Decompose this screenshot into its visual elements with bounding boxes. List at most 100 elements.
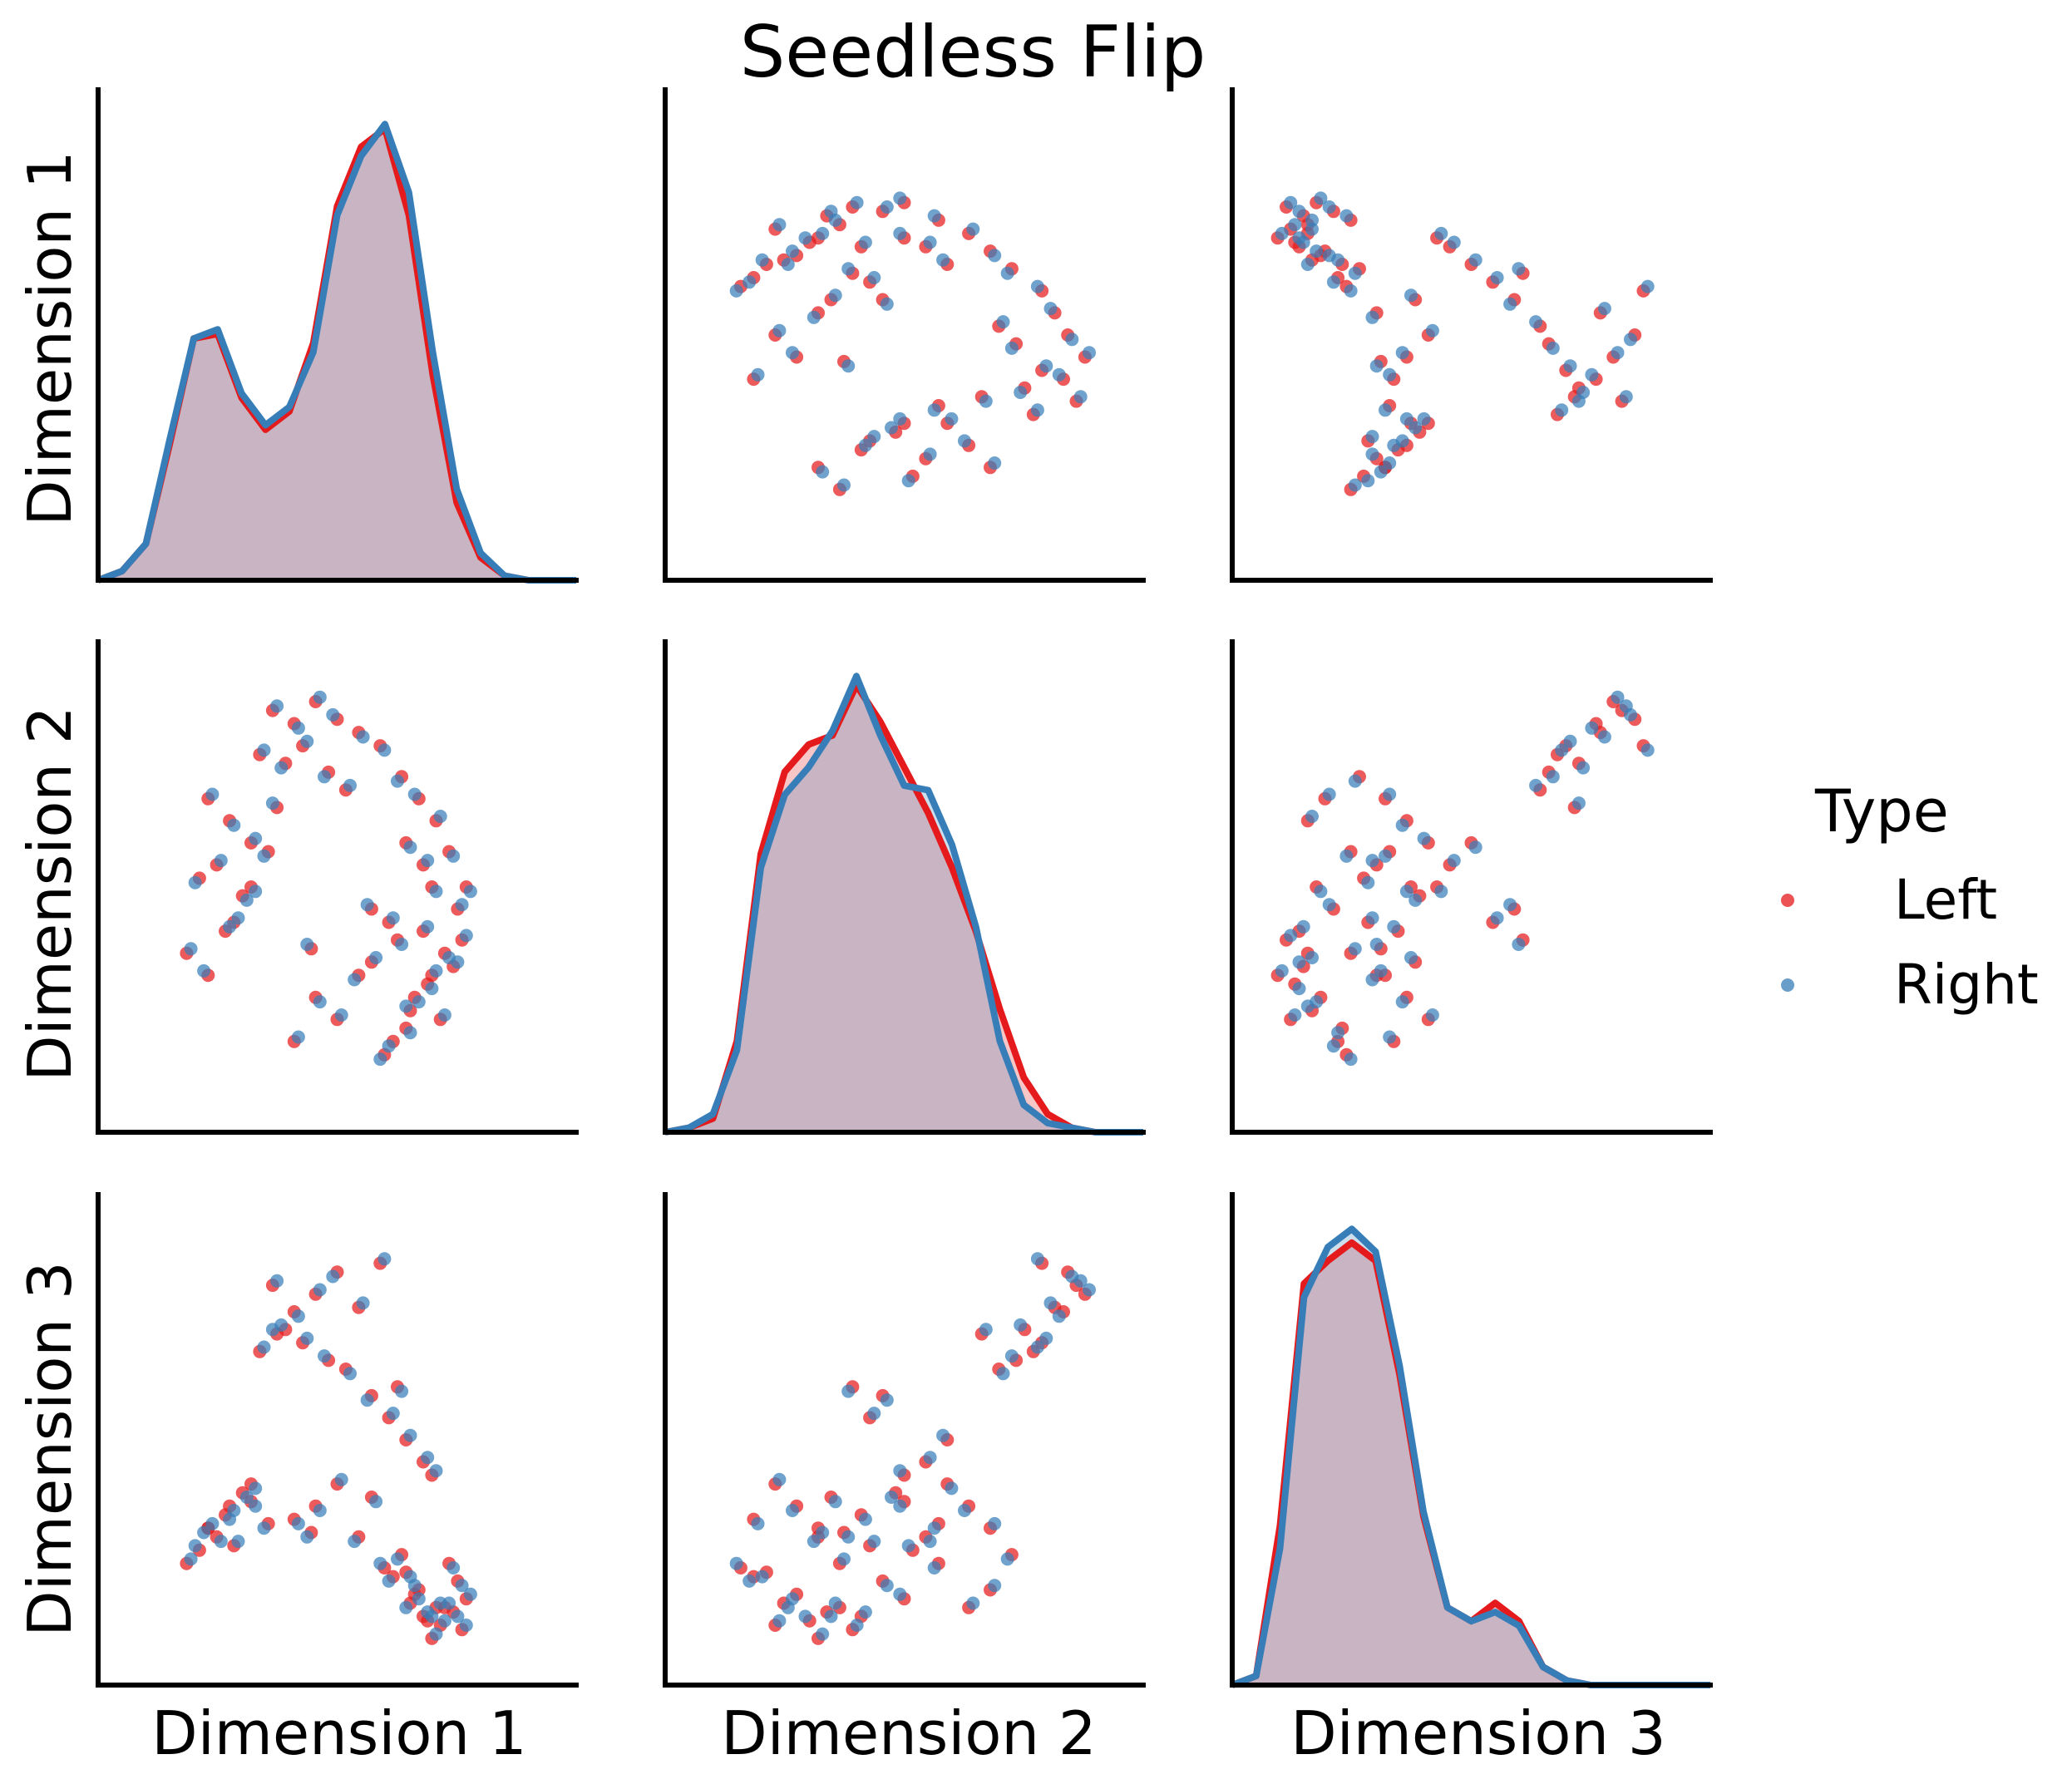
- scatter-point-right: [184, 1552, 198, 1566]
- scatter-point-right: [343, 1367, 357, 1381]
- scatter-point-right: [1004, 1349, 1019, 1363]
- scatter-point-right: [403, 1026, 417, 1040]
- scatter-point-right: [1284, 929, 1298, 943]
- scatter-point-right: [880, 1579, 894, 1593]
- scatter-point-right: [1379, 403, 1392, 417]
- scatter-point-right: [239, 1491, 254, 1504]
- kde-line-right-dimension-1: [96, 121, 576, 584]
- scatter-point-right: [313, 690, 327, 704]
- scatter-point-right: [1408, 421, 1423, 435]
- scatter-point-right: [1314, 191, 1328, 205]
- scatter-point-right: [1387, 919, 1401, 934]
- scatter-point-right: [923, 235, 937, 249]
- scatter-point-right: [927, 1561, 941, 1574]
- scatter-point-right: [1546, 341, 1560, 355]
- scatter-point-right: [1490, 271, 1504, 284]
- scatter-point-right: [1275, 963, 1289, 978]
- scatter-point-right: [1434, 885, 1448, 899]
- scatter-point-right: [1404, 288, 1418, 303]
- scatter-point-right: [1322, 249, 1336, 263]
- scatter-point-right: [816, 1525, 830, 1540]
- scatter-point-right: [1611, 690, 1625, 704]
- scatter-point-right: [755, 1570, 769, 1584]
- scatter-point-right: [326, 1269, 340, 1284]
- scatter-point-right: [1314, 885, 1328, 899]
- scatter-point-right: [429, 885, 443, 899]
- scatter-point-right: [1030, 1340, 1044, 1354]
- panels-group: [96, 87, 1713, 1688]
- scatter-point-right: [1339, 849, 1354, 863]
- scatter-point-right: [377, 743, 392, 757]
- scatter-point-right: [403, 1428, 417, 1442]
- scatter-point-right: [291, 721, 305, 735]
- scatter-point-right: [1305, 222, 1319, 236]
- scatter-point-right: [885, 421, 898, 435]
- scatter-point-right: [1597, 302, 1611, 316]
- scatter-point-right: [231, 911, 245, 925]
- scatter-point-right: [214, 854, 228, 868]
- scatter-point-right: [1305, 810, 1319, 823]
- scatter-point-right: [772, 1614, 787, 1628]
- scatter-point-right: [265, 1323, 279, 1337]
- scatter-point-right: [1083, 1283, 1096, 1297]
- kde-line-right-dimension-2: [664, 673, 1143, 1136]
- scatter-point-right: [1546, 770, 1560, 784]
- scatter-point-right: [1468, 840, 1482, 855]
- scatter-point-right: [923, 1451, 937, 1465]
- scatter-point-right: [927, 403, 941, 417]
- scatter-point-right: [828, 1596, 842, 1610]
- scatter-point-right: [958, 1504, 971, 1517]
- scatter-point-right: [1322, 787, 1336, 801]
- scatter-point-right: [927, 1521, 941, 1535]
- scatter-point-right: [1490, 911, 1504, 925]
- x-axis-label-dimension-2: Dimension 2: [721, 1698, 1096, 1768]
- scatter-point-right: [1326, 1039, 1340, 1053]
- scatter-point-right: [1030, 1252, 1044, 1266]
- scatter-point-right: [901, 474, 915, 488]
- legend-label-left: Left: [1894, 868, 1997, 932]
- scatter-point-right: [205, 1516, 220, 1530]
- scatter-point-right: [227, 818, 241, 832]
- scatter-point-right: [437, 1614, 451, 1628]
- scatter-point-right: [893, 1587, 907, 1601]
- scatter-point-right: [1611, 346, 1625, 360]
- panel-dimension-3-vs-dimension-2: [663, 1192, 1146, 1688]
- scatter-point-right: [1383, 787, 1397, 801]
- scatter-point-right: [867, 1535, 881, 1549]
- scatter-point-right: [936, 253, 950, 267]
- scatter-point-right: [399, 1600, 413, 1614]
- scatter-point-right: [867, 430, 881, 444]
- scatter-point-right: [334, 1008, 348, 1022]
- scatter-point-right: [231, 1535, 245, 1549]
- scatter-point-right: [1379, 849, 1392, 863]
- scatter-point-right: [1300, 258, 1315, 271]
- scatter-point-right: [1284, 195, 1298, 209]
- legend-marker-right: [1781, 978, 1794, 992]
- scatter-point-right: [781, 258, 795, 271]
- scatter-point-right: [188, 875, 202, 890]
- scatter-point-right: [858, 1605, 872, 1619]
- scatter-point-right: [1529, 778, 1543, 792]
- scatter-point-right: [1447, 235, 1461, 249]
- scatter-point-right: [403, 840, 417, 855]
- scatter-point-right: [867, 1407, 881, 1421]
- scatter-point-right: [377, 1252, 392, 1266]
- scatter-point-right: [1004, 341, 1019, 355]
- scatter-point-right: [858, 1512, 872, 1526]
- scatter-point-right: [807, 1535, 821, 1549]
- scatter-point-right: [1640, 743, 1655, 757]
- scatter-point-right: [459, 1619, 473, 1632]
- scatter-point-right: [1361, 875, 1375, 890]
- scatter-point-right: [386, 1407, 400, 1421]
- scatter-point-right: [751, 367, 765, 382]
- legend: Type Left Right: [1781, 777, 2039, 1017]
- scatter-point-right: [249, 1499, 263, 1513]
- scatter-point-right: [850, 1619, 864, 1632]
- scatter-point-right: [850, 195, 864, 209]
- scatter-point-right: [455, 1579, 469, 1593]
- scatter-point-right: [1344, 283, 1358, 298]
- scatter-point-right: [880, 297, 894, 311]
- y-axis-label-dimension-3: Dimension 3: [15, 1261, 85, 1636]
- scatter-point-right: [257, 849, 271, 863]
